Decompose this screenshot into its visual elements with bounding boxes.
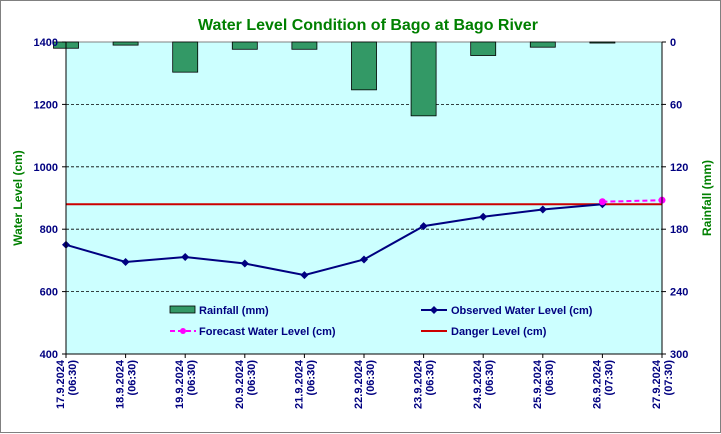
y-tick-label-left-400: 400 bbox=[40, 349, 58, 361]
x-tick-label-date-6: 23.9.2024 bbox=[413, 359, 425, 409]
x-tick-label-date-4: 21.9.2024 bbox=[293, 359, 305, 409]
y-tick-label-left-800: 800 bbox=[40, 224, 58, 236]
rainfall-bar-7 bbox=[470, 41, 497, 56]
rainfall-bar-9 bbox=[589, 41, 616, 44]
x-tick-label-date-0: 17.9.2024 bbox=[55, 359, 67, 409]
forecast-water-level-series bbox=[598, 196, 666, 206]
chart-title: Water Level Condition of Bago at Bago Ri… bbox=[198, 17, 538, 34]
x-tick-label-time-3: (06:30) bbox=[246, 360, 258, 396]
observed-point-2 bbox=[181, 252, 190, 261]
x-tick-label-date-7: 24.9.2024 bbox=[472, 359, 484, 409]
plot-area bbox=[65, 41, 663, 355]
observed-point-8 bbox=[538, 205, 547, 214]
legend-forecast-label: Forecast Water Level (cm) bbox=[199, 326, 336, 338]
x-tick-label-date-8: 25.9.2024 bbox=[532, 359, 544, 409]
observed-point-6 bbox=[419, 222, 428, 231]
rainfall-bar-2 bbox=[172, 41, 199, 73]
x-tick-label-time-10: (07:30) bbox=[663, 360, 675, 396]
y-tick-label-right-300: 300 bbox=[670, 349, 688, 361]
forecast-point-0 bbox=[598, 198, 606, 206]
x-tick-label-time-2: (06:30) bbox=[186, 360, 198, 396]
x-tick-label-date-5: 22.9.2024 bbox=[353, 359, 365, 409]
x-tick-label-date-10: 27.9.2024 bbox=[651, 359, 663, 409]
x-tick-label-time-1: (06:30) bbox=[127, 360, 139, 396]
x-tick-label-date-3: 20.9.2024 bbox=[234, 359, 246, 409]
legend-danger-label: Danger Level (cm) bbox=[451, 326, 547, 338]
rainfall-bar-4 bbox=[291, 41, 318, 50]
y-tick-label-left-600: 600 bbox=[40, 287, 58, 299]
legend-observed-marker bbox=[430, 306, 438, 314]
rainfall-bars bbox=[53, 41, 616, 117]
observed-line bbox=[65, 203, 603, 277]
x-tick-label-time-0: (06:30) bbox=[67, 360, 79, 396]
observed-point-4 bbox=[300, 271, 309, 280]
forecast-line bbox=[602, 199, 663, 203]
y-tick-label-right-180: 180 bbox=[670, 224, 688, 236]
x-tick-label-time-9: (07:30) bbox=[603, 360, 615, 396]
x-tick-label-time-5: (06:30) bbox=[365, 360, 377, 396]
x-tick-label-date-9: 26.9.2024 bbox=[591, 359, 603, 409]
x-tick-label-time-7: (06:30) bbox=[484, 360, 496, 396]
rainfall-bar-3 bbox=[231, 41, 258, 50]
observed-point-1 bbox=[121, 257, 130, 266]
legend-observed-label: Observed Water Level (cm) bbox=[451, 305, 593, 317]
y-tick-label-right-120: 120 bbox=[670, 162, 688, 174]
y-axis-right-title: Rainfall (mm) bbox=[700, 160, 714, 236]
axes: 400 600 800 1000 1200 1400 0 60 120 180 240 300 17.9… bbox=[34, 37, 689, 409]
y-tick-label-right-240: 240 bbox=[670, 287, 688, 299]
x-tick-label-time-8: (06:30) bbox=[544, 360, 556, 396]
legend-rainfall-swatch bbox=[169, 305, 196, 314]
x-tick-label-date-2: 19.9.2024 bbox=[174, 359, 186, 409]
rainfall-bar-1 bbox=[112, 41, 139, 46]
y-axis-left-title: Water Level (cm) bbox=[11, 150, 25, 246]
rainfall-bar-5 bbox=[351, 41, 377, 91]
y-tick-label-right-0: 0 bbox=[670, 37, 676, 49]
x-tick-label-time-6: (06:30) bbox=[425, 360, 437, 396]
y-tick-label-left-1400: 1400 bbox=[34, 37, 58, 49]
x-tick-label-date-1: 18.9.2024 bbox=[115, 359, 127, 409]
rainfall-bar-6 bbox=[410, 41, 437, 117]
grid-lines bbox=[66, 104, 662, 293]
x-tick-label-time-4: (06:30) bbox=[305, 360, 317, 396]
legend: Rainfall (mm) Observed Water Level (cm) … bbox=[169, 305, 593, 338]
legend-rainfall-label: Rainfall (mm) bbox=[199, 305, 269, 317]
y-tick-label-left-1200: 1200 bbox=[34, 99, 58, 111]
observed-point-3 bbox=[240, 259, 249, 268]
rainfall-bar-8 bbox=[529, 41, 556, 48]
observed-point-7 bbox=[479, 212, 488, 221]
y-tick-label-right-60: 60 bbox=[670, 99, 682, 111]
legend-forecast-marker bbox=[180, 328, 186, 334]
y-tick-label-left-1000: 1000 bbox=[34, 162, 58, 174]
observed-point-5 bbox=[360, 255, 368, 264]
